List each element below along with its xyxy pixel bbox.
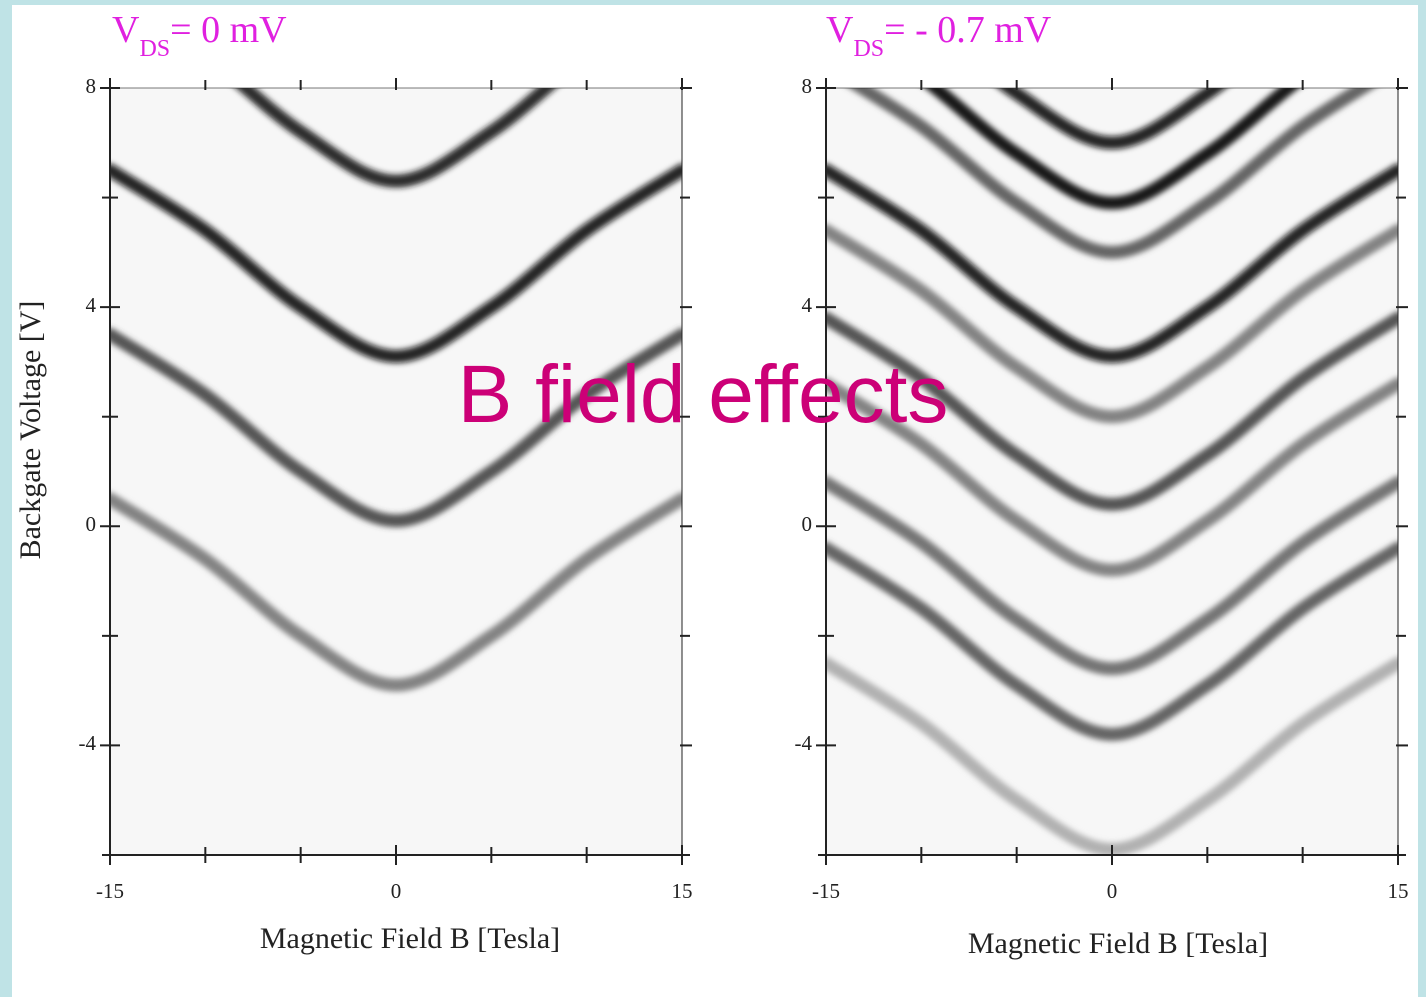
x-tick-label: 15 bbox=[672, 879, 693, 903]
band-line bbox=[826, 541, 1398, 741]
y-tick-label: 0 bbox=[86, 512, 97, 536]
bands bbox=[826, 88, 1398, 855]
title-value: = 0 mV bbox=[170, 9, 287, 51]
y-tick-label: 8 bbox=[86, 74, 97, 98]
band-line bbox=[826, 311, 1398, 511]
x-tick-label: -15 bbox=[96, 879, 124, 903]
y-tick-label: -4 bbox=[79, 731, 97, 755]
y-tick-label: 4 bbox=[86, 293, 97, 317]
band-line bbox=[110, 163, 682, 363]
plot: -15 0 15 -4 0 4 8 Magnetic Field B [Tesla] VDS= … bbox=[795, 9, 1409, 960]
band-line bbox=[997, 88, 1227, 150]
band-line bbox=[925, 88, 1299, 210]
y-tick-label: 8 bbox=[802, 74, 813, 98]
title-subscript: DS bbox=[139, 36, 170, 62]
band-line bbox=[110, 328, 682, 528]
title-symbol: V bbox=[112, 9, 140, 51]
overlay-title: B field effects bbox=[458, 349, 949, 440]
bands bbox=[110, 88, 682, 692]
band-line bbox=[826, 377, 1398, 577]
x-tick-label: 15 bbox=[1388, 879, 1409, 903]
x-axis-title: Magnetic Field B [Tesla] bbox=[968, 927, 1268, 960]
y-axis-title: Backgate Voltage [V] bbox=[14, 301, 47, 560]
plot-area bbox=[110, 88, 682, 855]
chart-title: VDS= 0 mV bbox=[112, 9, 287, 62]
x-tick-label: 0 bbox=[391, 879, 402, 903]
band-line bbox=[826, 163, 1398, 363]
band-line bbox=[826, 223, 1398, 424]
chart-title: VDS= - 0.7 mV bbox=[826, 9, 1052, 62]
band-line bbox=[849, 88, 1375, 259]
band-line bbox=[826, 475, 1398, 676]
y-tick-label: 4 bbox=[802, 293, 813, 317]
title-symbol: V bbox=[826, 9, 854, 51]
plot: -15 0 15 -4 0 4 8 Magnetic Field B [Tesla] Backg… bbox=[14, 9, 693, 955]
band-line bbox=[235, 88, 557, 188]
x-axis-title: Magnetic Field B [Tesla] bbox=[260, 922, 560, 955]
x-tick-label: 0 bbox=[1107, 879, 1118, 903]
x-tick-label: -15 bbox=[812, 879, 840, 903]
title-value: = - 0.7 mV bbox=[884, 9, 1052, 51]
title-subscript: DS bbox=[853, 36, 884, 62]
y-tick-label: -4 bbox=[795, 731, 813, 755]
band-line bbox=[110, 492, 682, 692]
y-tick-label: 0 bbox=[802, 512, 813, 536]
